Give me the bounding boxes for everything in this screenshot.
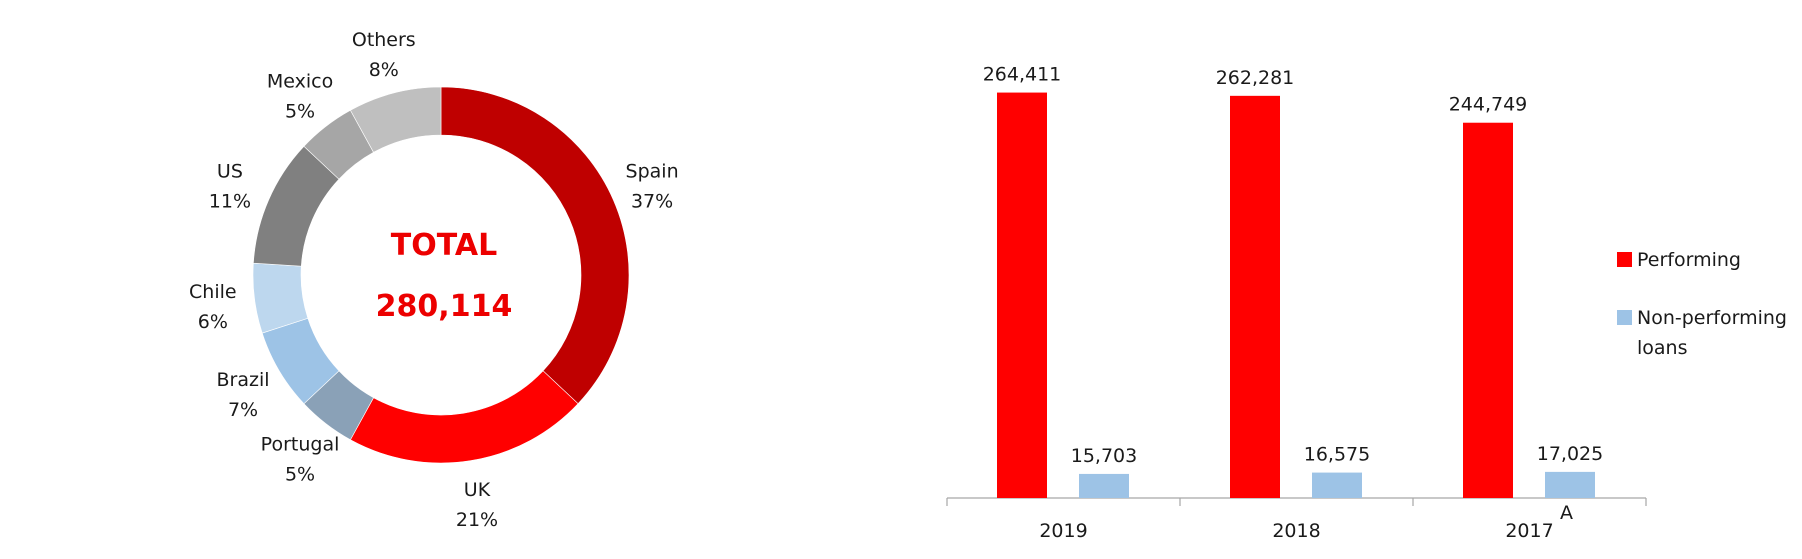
legend-swatch-performing bbox=[1617, 252, 1632, 267]
x-tick-label-2017: 2017 bbox=[1505, 520, 1553, 542]
donut-label-portugal: Portugal bbox=[261, 434, 340, 456]
donut-percent-uk: 21% bbox=[456, 509, 498, 531]
donut-slice-spain bbox=[440, 86, 630, 405]
bar-non-performing-2018 bbox=[1312, 472, 1362, 498]
bar-chart: 264,411 15,703 2019 262,281 16,575 2018 244,74… bbox=[946, 64, 1647, 542]
bar-performing-2019 bbox=[997, 92, 1047, 499]
donut-percent-spain: 37% bbox=[631, 191, 673, 213]
donut-percent-us: 11% bbox=[209, 191, 251, 213]
donut-percent-portugal: 5% bbox=[285, 464, 315, 486]
legend-label-non-performing: Non-performing loans bbox=[1637, 307, 1787, 359]
donut-percent-others: 8% bbox=[369, 59, 399, 81]
bar-value-label: 264,411 bbox=[983, 64, 1062, 86]
donut-percent-mexico: 5% bbox=[285, 100, 315, 122]
donut-label-us: US bbox=[217, 161, 243, 183]
bar-value-label: 16,575 bbox=[1304, 444, 1370, 466]
bar-value-label: 244,749 bbox=[1449, 94, 1528, 116]
donut-percent-brazil: 7% bbox=[228, 399, 258, 421]
donut-label-chile: Chile bbox=[189, 281, 237, 303]
donut-total-value: 280,114 bbox=[376, 289, 513, 324]
x-tick-label-2018: 2018 bbox=[1272, 520, 1320, 542]
donut-percent-chile: 6% bbox=[198, 311, 228, 333]
donut-slice-uk bbox=[350, 370, 579, 464]
bar-value-label: 17,025 bbox=[1537, 443, 1603, 465]
bar-value-label: 262,281 bbox=[1216, 67, 1295, 89]
bar-non-performing-2019 bbox=[1079, 473, 1129, 498]
bar-non-performing-2017 bbox=[1545, 471, 1595, 498]
legend-swatch-non-performing bbox=[1617, 310, 1632, 325]
donut-label-others: Others bbox=[352, 29, 416, 51]
donut-label-brazil: Brazil bbox=[217, 369, 270, 391]
donut-slice-others bbox=[350, 86, 442, 153]
x-tick-label-2019: 2019 bbox=[1039, 520, 1087, 542]
donut-chart: Spain 37% UK 21% Portugal 5% Brazil 7% Chile 6% US… bbox=[189, 29, 679, 531]
bar-value-label: 15,703 bbox=[1071, 445, 1137, 467]
legend-label-performing: Performing bbox=[1637, 249, 1741, 271]
bar-chart-legend: Performing Non-performing loans bbox=[1617, 249, 1787, 359]
donut-label-uk: UK bbox=[464, 479, 491, 501]
bar-performing-2018 bbox=[1230, 95, 1280, 498]
bar-performing-2017 bbox=[1463, 122, 1513, 498]
category-note: A bbox=[1560, 502, 1573, 524]
donut-total-title: TOTAL bbox=[391, 228, 497, 263]
donut-label-mexico: Mexico bbox=[267, 70, 333, 92]
donut-label-spain: Spain bbox=[626, 161, 679, 183]
